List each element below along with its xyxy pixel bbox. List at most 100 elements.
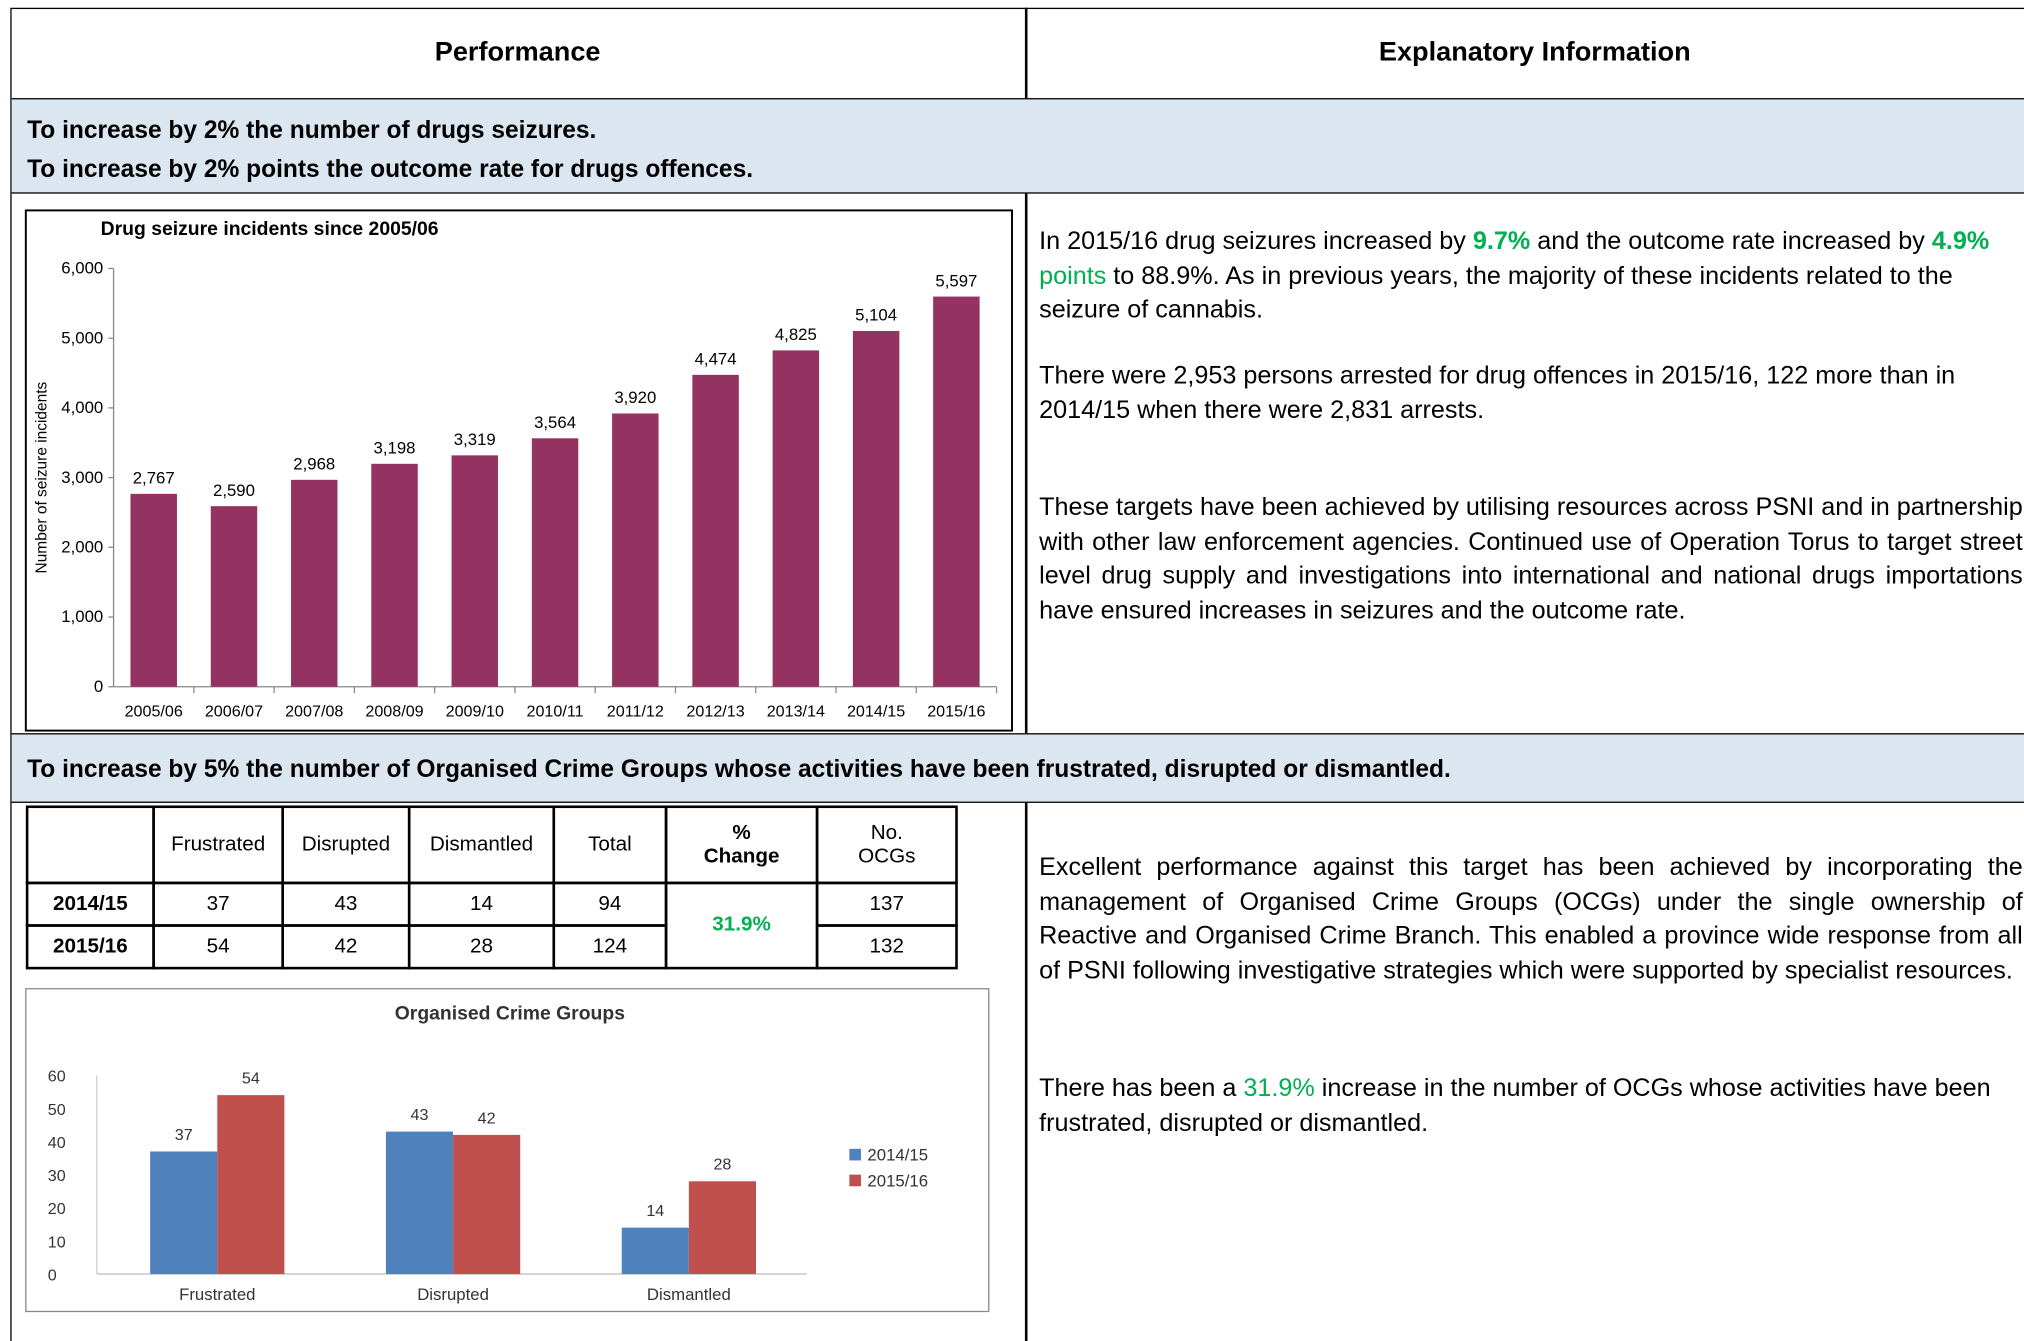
value-label: 4,825 — [775, 325, 817, 344]
text-run: There were 2,953 persons arrested for dr… — [1039, 361, 1956, 425]
paragraph: These targets have been achieved by util… — [1039, 491, 2023, 628]
y-tick-label: 20 — [48, 1200, 66, 1218]
y-tick-label: 40 — [48, 1134, 66, 1152]
chart-title: Organised Crime Groups — [395, 1003, 625, 1025]
y-tick-label: 0 — [94, 677, 103, 696]
bar — [621, 1227, 689, 1275]
legend-label: 2015/16 — [867, 1171, 928, 1190]
bar — [772, 350, 820, 687]
y-tick-label: 3,000 — [61, 468, 103, 487]
target-text: To increase by 5% the number of Organise… — [27, 756, 1451, 784]
header-text: No. OCGs — [858, 821, 916, 867]
value-label: 5,104 — [855, 306, 897, 325]
bar — [852, 330, 900, 687]
bar — [130, 493, 177, 687]
text-run: to 88.9%. As in previous years, the majo… — [1039, 261, 1953, 324]
bar — [210, 506, 258, 687]
x-tick-label: 2015/16 — [927, 702, 985, 720]
value-label: 3,920 — [614, 388, 656, 407]
bar — [531, 438, 579, 687]
x-tick-label: 2013/14 — [767, 702, 825, 720]
bar — [453, 1134, 521, 1275]
text-run: These targets have been achieved by util… — [1039, 493, 2023, 625]
bar — [612, 413, 659, 687]
header-text: Total — [588, 833, 632, 856]
text-run: 9.7% — [1472, 227, 1531, 256]
y-tick-label: 10 — [48, 1233, 66, 1251]
y-tick-label: 4,000 — [61, 398, 103, 417]
text-run: increase in the number of OCGs whose act… — [1039, 1073, 1991, 1137]
value-label: 2,590 — [213, 481, 255, 500]
header-text: Frustrated — [171, 833, 266, 856]
value-label: 42 — [478, 1109, 496, 1127]
y-tick-label: 6,000 — [61, 259, 103, 278]
text-run: Excellent performance against this targe… — [1039, 853, 2023, 985]
ocg-table: Frustrated Disrupted Dismantled Total % Chan… — [25, 805, 958, 970]
paragraph: In 2015/16 drug seizures increased by 9.… — [1039, 225, 2020, 328]
y-tick-label: 2,000 — [61, 537, 103, 556]
legend-label: 2014/15 — [867, 1145, 928, 1164]
text-run: There has been a — [1039, 1073, 1244, 1103]
header-text: Disrupted — [301, 833, 391, 856]
header-text: Dismantled — [429, 833, 534, 856]
bar — [692, 374, 739, 687]
legend-swatch — [849, 1174, 861, 1187]
bar — [150, 1151, 218, 1275]
chart-title: Drug seizure incidents since 2005/06 — [101, 218, 439, 240]
x-tick-label: Frustrated — [179, 1285, 255, 1304]
target-band: To increase by 2% the number of drugs se… — [11, 98, 2024, 194]
paragraph: Excellent performance against this targe… — [1039, 851, 2023, 988]
target-text: To increase by 2% the number of drugs se… — [27, 117, 597, 145]
value-label: 54 — [242, 1070, 260, 1088]
value-label: 3,564 — [534, 413, 576, 432]
header-performance: Performance — [434, 37, 601, 68]
value-label: 4,474 — [695, 350, 737, 369]
y-tick-label: 50 — [48, 1101, 66, 1119]
paragraph: There were 2,953 persons arrested for dr… — [1039, 359, 2020, 427]
value-label: 5,597 — [935, 271, 977, 290]
x-tick-label: 2005/06 — [125, 702, 183, 720]
x-tick-label: 2006/07 — [205, 702, 263, 720]
value-label: 43 — [411, 1106, 429, 1124]
x-tick-label: Dismantled — [647, 1285, 731, 1304]
text-run: and the outcome rate increased by — [1530, 227, 1932, 256]
x-tick-label: 2012/13 — [686, 702, 744, 720]
x-tick-label: 2014/15 — [847, 702, 905, 720]
y-tick-label: 0 — [48, 1266, 57, 1284]
value-label: 3,198 — [374, 438, 416, 457]
value-label: 14 — [646, 1202, 664, 1220]
target-band: To increase by 5% the number of Organise… — [11, 733, 2024, 803]
text-run: 4.9% — [1931, 227, 1990, 256]
chart-frame — [24, 209, 1013, 732]
text-run: points — [1039, 261, 1107, 290]
value-label: 2,767 — [133, 469, 175, 488]
text-run: 31.9% — [1243, 1073, 1315, 1103]
bar — [371, 463, 418, 687]
value-label: 37 — [175, 1126, 193, 1144]
bar — [933, 296, 980, 687]
paragraph: There has been a 31.9% increase in the n… — [1039, 1071, 2023, 1139]
bar — [291, 479, 338, 687]
x-tick-label: 2011/12 — [607, 702, 664, 720]
divider — [1024, 802, 1027, 1341]
y-tick-label: 1,000 — [61, 607, 103, 626]
x-tick-label: 2007/08 — [285, 702, 343, 720]
x-tick-label: 2008/09 — [365, 702, 423, 720]
x-tick-label: 2010/11 — [527, 702, 584, 720]
target-text: To increase by 2% points the outcome rat… — [27, 156, 754, 184]
legend-swatch — [849, 1148, 861, 1161]
value-label: 28 — [713, 1156, 731, 1174]
bar — [217, 1095, 285, 1275]
header-explanatory: Explanatory Information — [1378, 37, 1691, 68]
bar — [451, 455, 499, 687]
header-text: % Change — [703, 821, 780, 867]
y-tick-label: 30 — [48, 1167, 66, 1185]
y-axis-label: Number of seizure incidents — [33, 381, 50, 573]
divider — [1024, 193, 1027, 734]
divider — [1024, 7, 1027, 99]
y-tick-label: 60 — [48, 1068, 66, 1086]
x-tick-label: 2009/10 — [446, 702, 504, 720]
